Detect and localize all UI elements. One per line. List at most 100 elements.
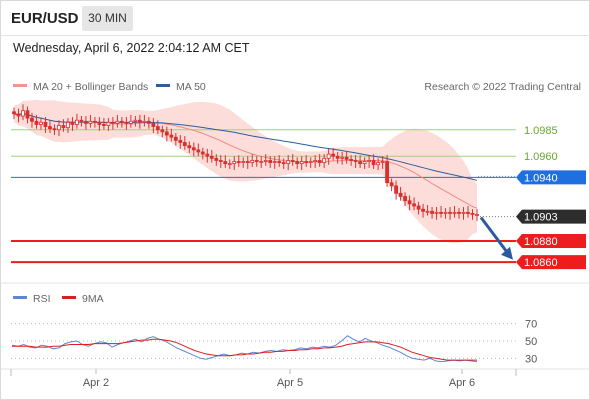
candle-body	[434, 211, 439, 214]
level-label-1-0985: 1.0985	[524, 125, 558, 137]
candle-body	[425, 210, 430, 213]
candle-body	[61, 125, 66, 129]
candle-body	[160, 129, 165, 133]
candle-body	[380, 161, 385, 163]
candle-body	[439, 211, 443, 214]
candle-body	[358, 161, 363, 165]
candle-body	[457, 211, 461, 214]
candle-body	[205, 153, 210, 157]
candle-body	[443, 211, 448, 214]
candle-body	[290, 160, 295, 162]
timestamp-text: Wednesday, April 6, 2022 2:04:12 AM CET	[13, 41, 250, 55]
legend-label-ma50: MA 50	[176, 81, 206, 93]
candle-body	[182, 142, 187, 147]
candle-body	[25, 110, 30, 119]
level-tag-1-0880	[516, 233, 586, 248]
x-tick-label-1: Apr 2	[83, 377, 109, 389]
chart-header: EUR/USD 30 MIN	[0, 0, 590, 36]
candle-body	[295, 161, 300, 165]
candle-body	[403, 196, 407, 202]
candle-body	[281, 162, 286, 165]
candle-body	[421, 208, 425, 212]
candle-body	[272, 161, 277, 163]
candle-body	[223, 161, 228, 165]
candle-body	[39, 121, 43, 125]
level-label-1-0860: 1.0860	[524, 257, 558, 269]
candle-body	[52, 128, 57, 131]
candle-body	[48, 126, 52, 130]
candle-body	[340, 156, 345, 159]
candle-body	[389, 182, 394, 187]
candle-body	[151, 123, 156, 127]
candle-body	[326, 153, 331, 159]
candle-body	[448, 211, 452, 214]
candle-body	[385, 161, 389, 184]
candle-body	[299, 161, 304, 165]
level-label-1-0940: 1.0940	[524, 172, 558, 184]
candle-body	[137, 119, 142, 123]
candle-body	[57, 125, 61, 131]
symbol-title: EUR/USD	[11, 10, 79, 27]
candle-body	[398, 192, 403, 197]
candle-body	[43, 121, 48, 127]
candle-body	[34, 120, 39, 125]
candle-body	[430, 210, 434, 214]
candle-body	[241, 161, 246, 163]
candle-body	[124, 121, 129, 124]
candle-body	[313, 160, 318, 162]
level-label-1-0903: 1.0903	[524, 212, 558, 224]
candle-body	[263, 160, 268, 162]
timeframe-button[interactable]: 30 MIN	[82, 6, 133, 31]
candle-body	[169, 134, 174, 138]
candle-body	[30, 117, 34, 122]
candle-body	[21, 110, 25, 117]
candle-body	[470, 213, 475, 215]
candle-body	[12, 111, 16, 115]
candle-body	[317, 160, 322, 163]
candle-body	[164, 131, 169, 136]
rsi-tick-70: 70	[525, 319, 537, 331]
legend-swatch-rsi-ma	[62, 296, 76, 299]
candle-body	[191, 147, 196, 151]
candle-body	[452, 211, 457, 214]
candle-body	[412, 203, 416, 207]
candle-body	[187, 145, 192, 149]
candle-body	[119, 120, 124, 123]
legend-label-ma20: MA 20 + Bollinger Bands	[33, 81, 148, 93]
candle-body	[407, 200, 412, 205]
legend-swatch-ma20	[13, 84, 27, 87]
candle-body	[110, 121, 115, 124]
candle-body	[66, 121, 70, 129]
candle-body	[16, 113, 21, 117]
candle-body	[93, 120, 97, 123]
candle-body	[70, 121, 75, 125]
candle-body	[416, 205, 421, 210]
candle-body	[254, 160, 259, 162]
candle-body	[75, 119, 79, 125]
candle-body	[362, 161, 367, 165]
rsi-ma-line	[12, 338, 477, 361]
legend-label-rsi-ma: 9MA	[82, 293, 104, 305]
candle-body	[259, 161, 264, 163]
candle-body	[178, 139, 183, 143]
candle-body	[218, 160, 223, 162]
candle-body	[349, 159, 354, 161]
candle-body	[344, 156, 349, 160]
forecast-arrow-shaft	[479, 216, 508, 252]
level-tag-1-0860	[516, 255, 586, 270]
candle-body	[106, 121, 111, 126]
candle-body	[250, 160, 255, 163]
candle-body	[236, 161, 241, 163]
candle-body	[88, 120, 93, 124]
candle-body	[367, 160, 372, 162]
candle-body	[102, 124, 106, 126]
candle-body	[371, 160, 376, 166]
candle-body	[277, 161, 282, 163]
candle-body	[304, 161, 309, 163]
candle-body	[245, 161, 250, 163]
candle-body	[173, 136, 178, 141]
candle-body	[353, 160, 358, 162]
candle-body	[394, 185, 398, 194]
candle-body	[133, 119, 138, 122]
